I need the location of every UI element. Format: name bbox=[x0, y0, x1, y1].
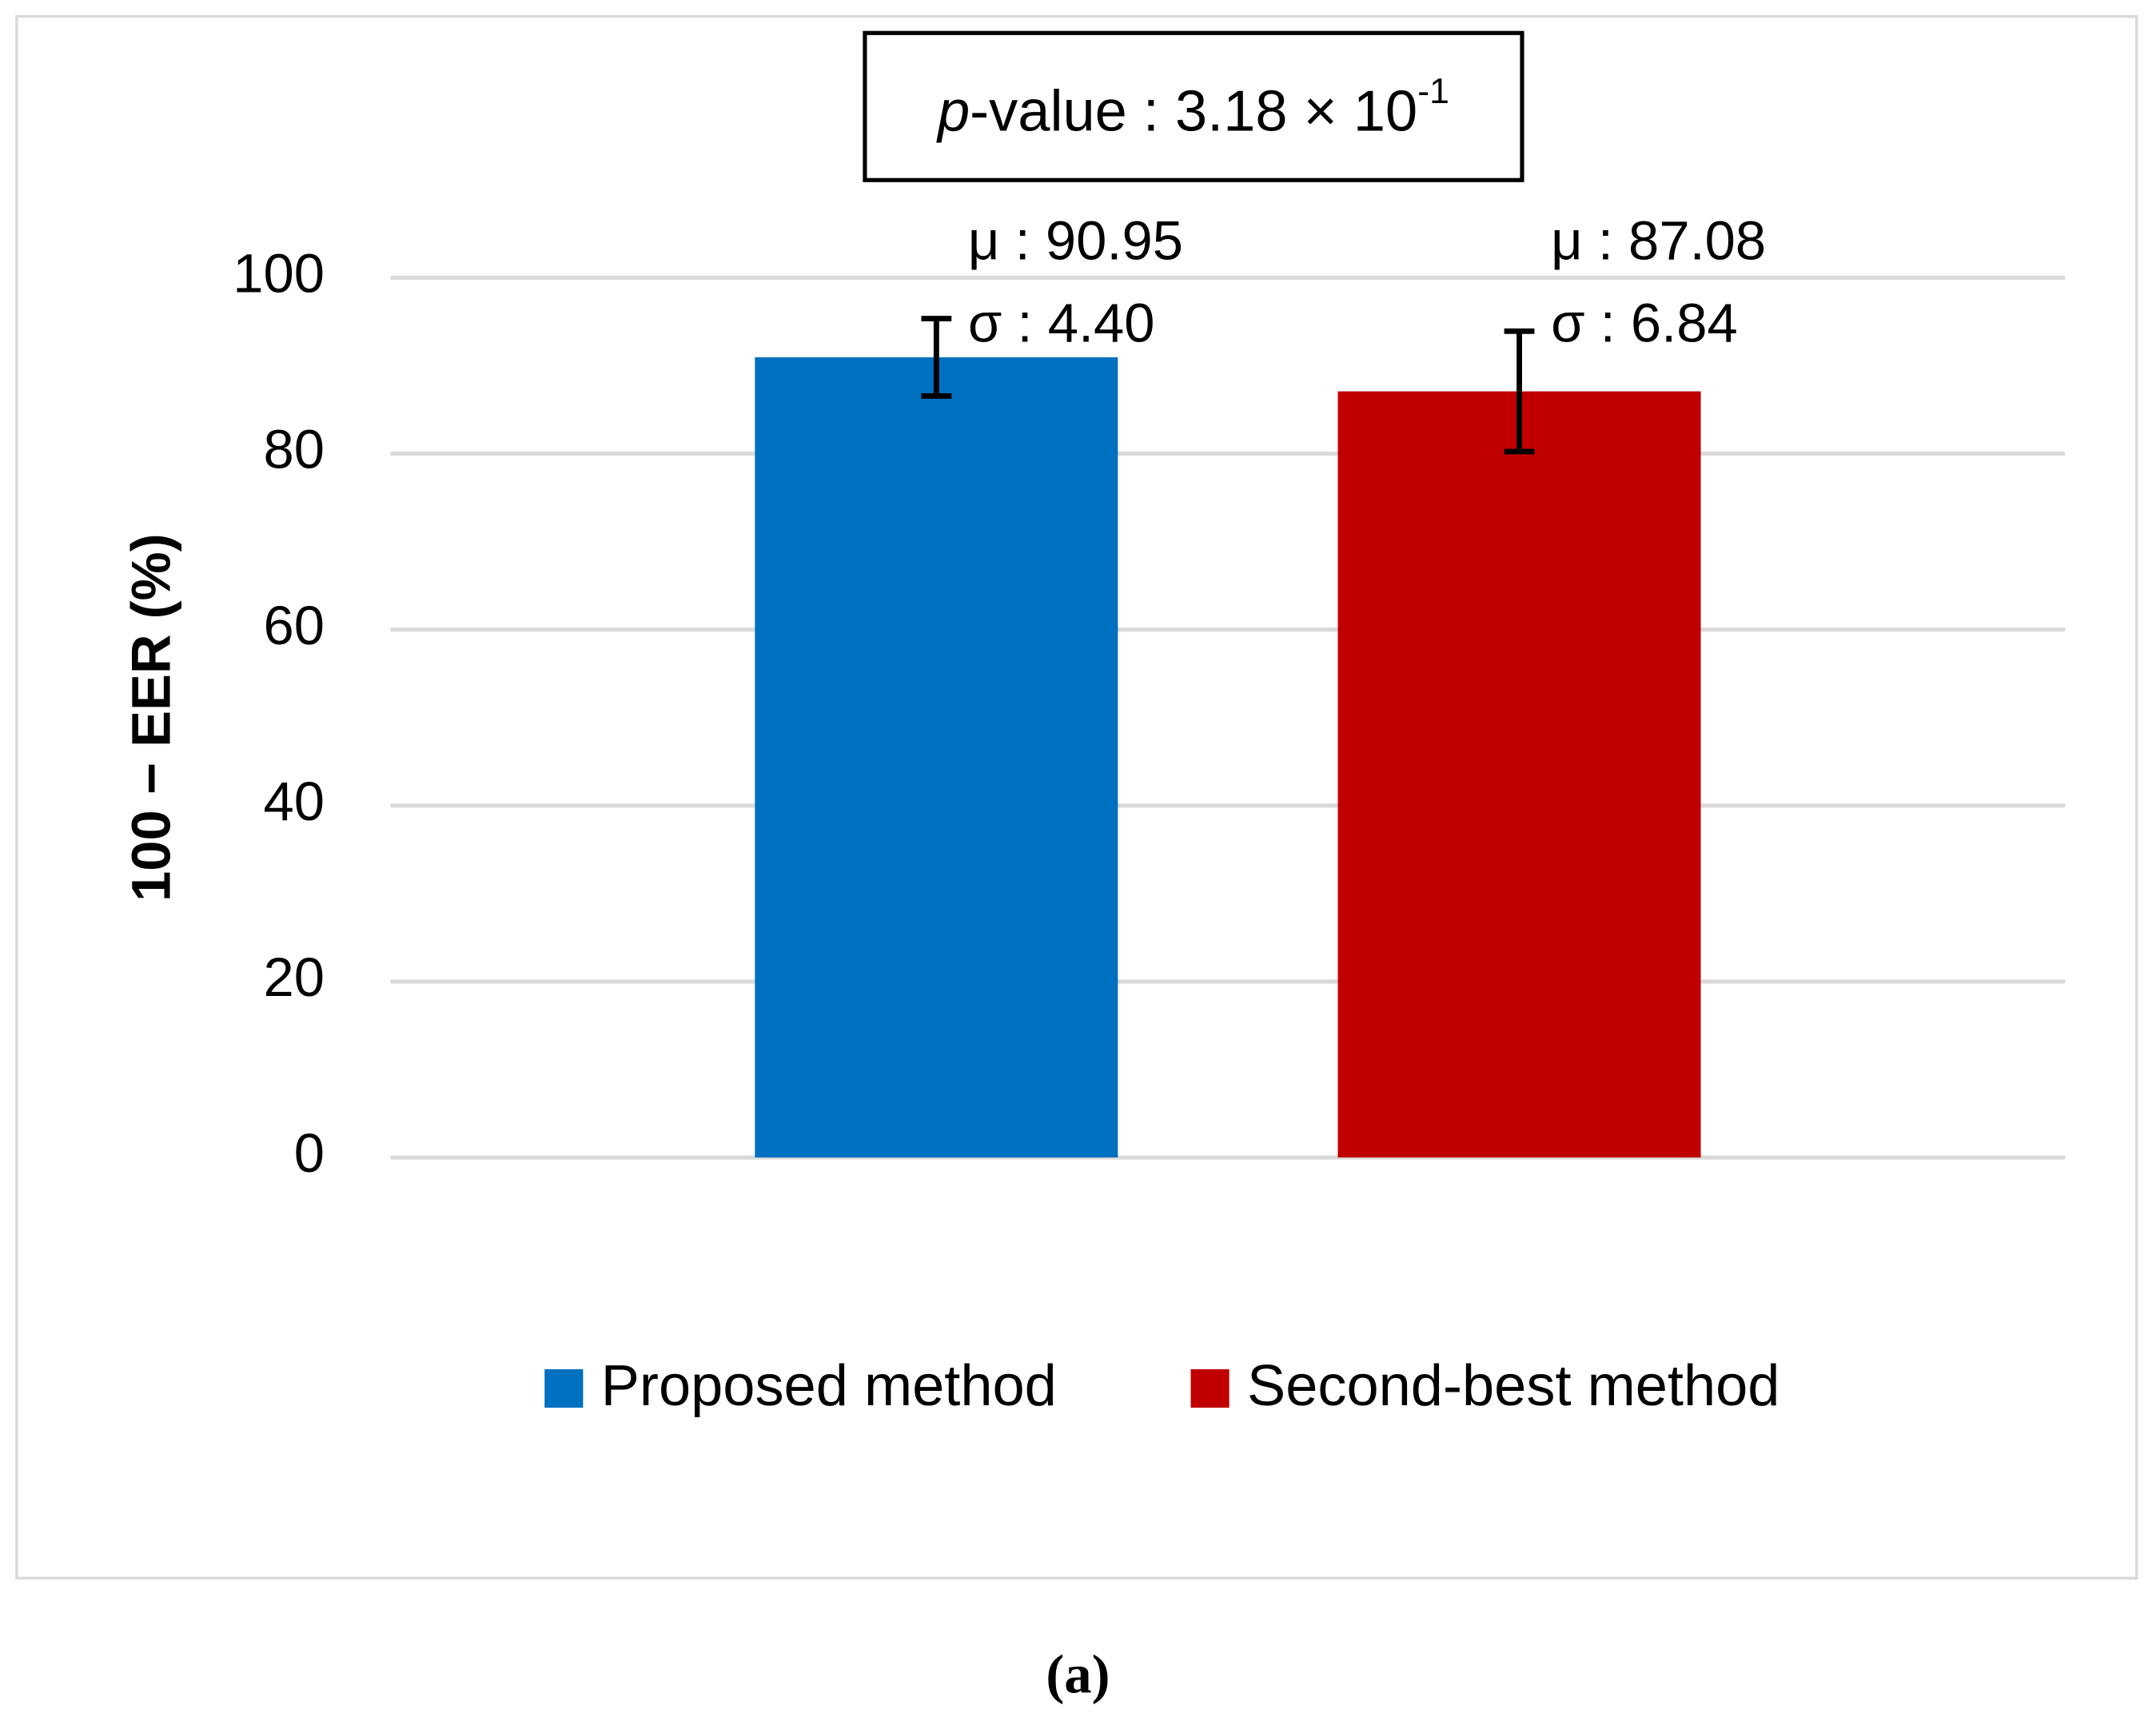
caption: (a) bbox=[1046, 1643, 1110, 1704]
error-label: σ : 4.40 bbox=[968, 292, 1155, 353]
annotation-text: -value : 3.18 × 10 bbox=[970, 80, 1417, 144]
value-label: μ : 87.08 bbox=[1551, 209, 1766, 271]
y-tick-label: 100 bbox=[233, 243, 325, 305]
legend-swatch bbox=[1190, 1368, 1229, 1408]
y-axis-label: 100 − EER (%) bbox=[121, 533, 182, 902]
value-label: μ : 90.95 bbox=[968, 209, 1183, 271]
y-tick-label: 80 bbox=[264, 419, 325, 480]
y-tick-label: 0 bbox=[294, 1122, 325, 1184]
annotation-exponent: -1 bbox=[1417, 72, 1449, 111]
annotation: p-value : 3.18 × 10-1 bbox=[936, 72, 1449, 144]
bar bbox=[1337, 391, 1701, 1158]
y-tick-label: 60 bbox=[264, 595, 325, 656]
annotation-p: p bbox=[936, 80, 970, 144]
error-label: σ : 6.84 bbox=[1551, 292, 1738, 353]
annotation-box bbox=[863, 30, 1524, 182]
legend-swatch bbox=[544, 1368, 584, 1408]
y-tick-label: 40 bbox=[264, 771, 325, 832]
bar bbox=[755, 357, 1118, 1158]
legend-label: Second-best method bbox=[1247, 1354, 1779, 1418]
y-tick-label: 20 bbox=[264, 946, 325, 1008]
legend-label: Proposed method bbox=[601, 1354, 1057, 1418]
